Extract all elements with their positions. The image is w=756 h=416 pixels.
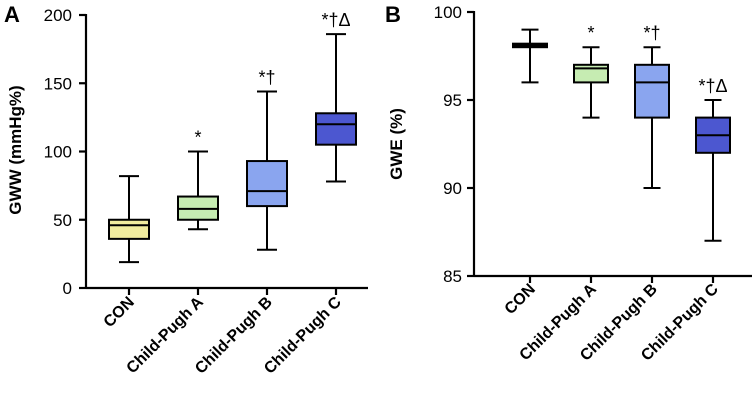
panel-letter-a: A xyxy=(4,2,20,27)
significance-annotation: *†Δ xyxy=(698,76,727,96)
y-tick-label: 85 xyxy=(443,267,462,286)
panel-a: A GWW (mmHg%) 050100150200CONChild-Pugh … xyxy=(4,2,368,377)
y-tick-label: 100 xyxy=(44,143,72,162)
x-tick-label: CON xyxy=(101,294,138,331)
y-tick-label: 50 xyxy=(53,211,72,230)
y-axis-label-a: GWW (mmHg%) xyxy=(6,85,25,214)
x-tick-label: CON xyxy=(502,281,539,318)
y-tick-label: 200 xyxy=(44,6,72,25)
box-3 xyxy=(246,160,288,208)
box-3 xyxy=(634,63,670,119)
significance-annotation: * xyxy=(194,128,201,148)
significance-annotation: *† xyxy=(643,23,660,43)
box-1 xyxy=(108,218,150,240)
significance-annotation: *† xyxy=(258,67,275,87)
panel-letter-b: B xyxy=(385,2,401,27)
significance-annotation: * xyxy=(587,23,594,43)
y-tick-label: 0 xyxy=(63,279,72,298)
box-4 xyxy=(315,112,357,146)
significance-annotation: *†Δ xyxy=(321,10,350,30)
y-tick-label: 95 xyxy=(443,91,462,110)
y-tick-label: 150 xyxy=(44,74,72,93)
y-axis-label-b: GWE (%) xyxy=(387,108,406,180)
y-tick-label: 100 xyxy=(434,3,462,22)
y-tick-label: 90 xyxy=(443,179,462,198)
